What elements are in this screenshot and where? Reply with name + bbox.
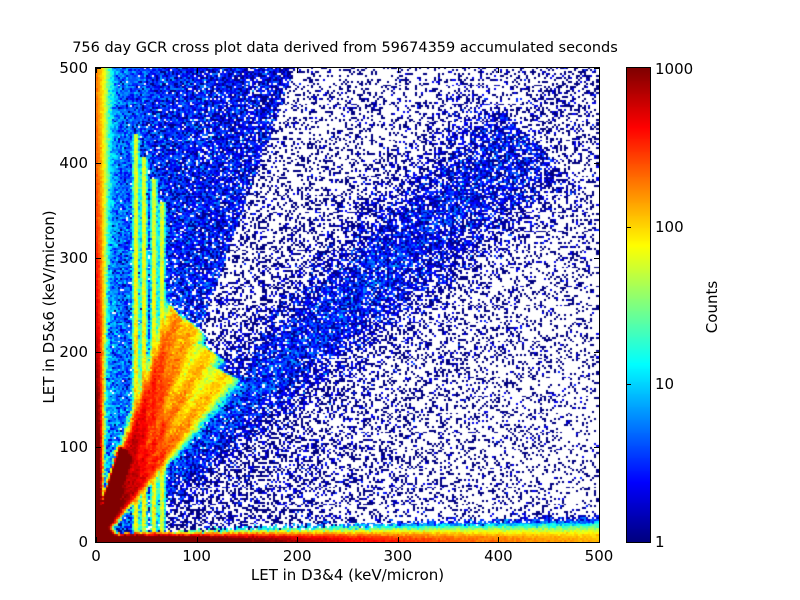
heatmap-canvas [96, 68, 599, 542]
y-tick-300 [96, 257, 101, 259]
x-tick-300 [397, 537, 399, 542]
y-tick-label-0: 0 [78, 533, 88, 551]
x-tick-top-0 [96, 68, 97, 73]
x-tick-top-200 [297, 68, 299, 73]
colorbar-gradient [627, 68, 650, 542]
y-tick-100 [96, 447, 101, 449]
y-tick-right-0 [594, 542, 599, 543]
y-tick-500 [96, 68, 101, 69]
title-line-1: 756 day GCR cross plot data derived from… [72, 40, 618, 56]
x-axis-label: LET in D3&4 (keV/micron) [250, 566, 445, 584]
colorbar-tick-label-1000: 1000 [655, 60, 694, 78]
x-tick-label-400: 400 [484, 547, 513, 565]
x-tick-500 [599, 537, 600, 542]
y-tick-right-300 [594, 257, 599, 259]
colorbar-label: Counts [703, 280, 721, 334]
y-tick-label-500: 500 [59, 59, 88, 77]
y-tick-label-300: 300 [59, 248, 88, 267]
x-tick-400 [498, 537, 500, 542]
y-axis-label: LET in D5&6 (keV/micron) [40, 210, 58, 404]
y-tick-label-400: 400 [59, 153, 88, 172]
y-tick-right-100 [594, 447, 599, 449]
x-tick-top-400 [498, 68, 500, 73]
y-tick-label-100: 100 [59, 438, 88, 457]
colorbar-tick-100 [627, 226, 631, 228]
y-tick-400 [96, 162, 101, 164]
x-tick-top-100 [196, 68, 198, 73]
y-tick-right-400 [594, 162, 599, 164]
x-tick-200 [297, 537, 299, 542]
x-tick-label-100: 100 [182, 547, 211, 565]
y-tick-label-200: 200 [59, 343, 88, 362]
colorbar [626, 67, 651, 543]
colorbar-tick-10 [627, 384, 631, 386]
x-tick-label-200: 200 [282, 547, 312, 565]
y-tick-200 [96, 352, 101, 354]
y-tick-right-500 [594, 68, 599, 69]
y-tick-0 [96, 542, 101, 543]
x-tick-100 [196, 537, 198, 542]
x-tick-top-300 [397, 68, 399, 73]
x-tick-label-300: 300 [383, 547, 413, 565]
colorbar-tick-label-100: 100 [655, 217, 684, 236]
y-tick-right-200 [594, 352, 599, 354]
x-tick-0 [96, 537, 97, 542]
x-tick-label-0: 0 [91, 547, 101, 565]
x-tick-top-500 [599, 68, 600, 73]
plot-area [95, 67, 600, 543]
colorbar-tick-label-10: 10 [655, 375, 675, 394]
colorbar-tick-label-1: 1 [655, 533, 665, 551]
x-tick-label-500: 500 [584, 547, 614, 565]
